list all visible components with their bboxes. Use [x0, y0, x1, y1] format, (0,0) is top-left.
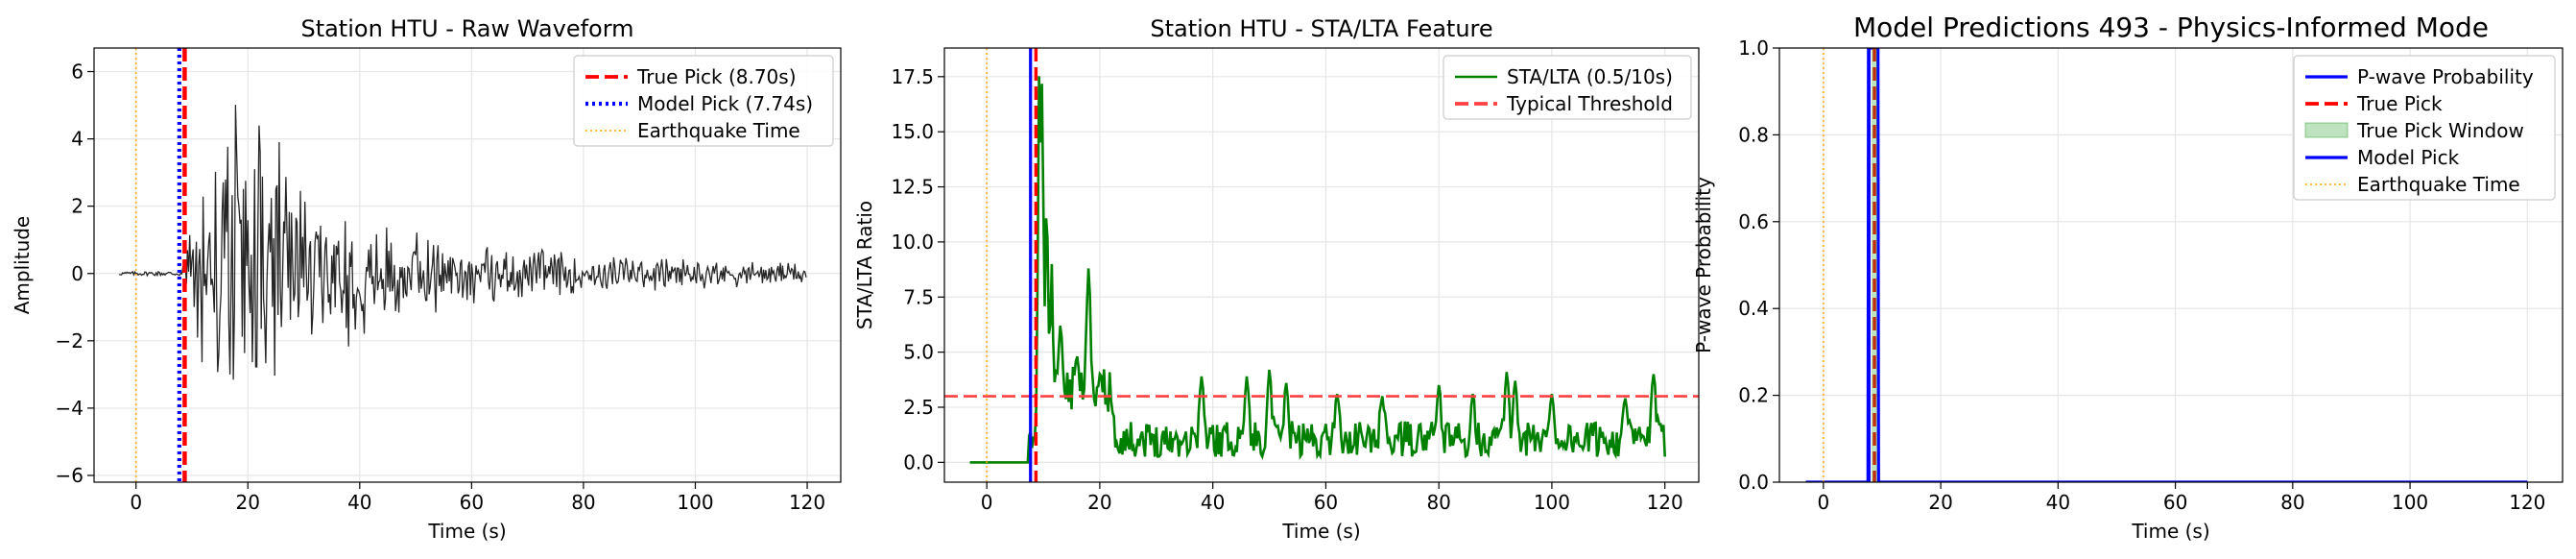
axes-frame	[93, 47, 842, 483]
x-tick-label: 0	[1817, 491, 1829, 514]
x-tick-label: 20	[1928, 491, 1952, 514]
legend-box	[1443, 55, 1692, 120]
y-tick-label: 17.5	[891, 65, 934, 88]
x-tick-label: 0	[981, 491, 993, 514]
plot-area	[944, 48, 1699, 482]
legend-entry: Typical Threshold	[1506, 92, 1673, 115]
y-tick-label: 1.0	[1738, 36, 1769, 60]
legend-entry: P-wave Probability	[2357, 65, 2534, 88]
legend: P-wave Probability True Pick True Pick Win…	[2293, 55, 2556, 201]
y-tick-label: 0.6	[1738, 210, 1769, 233]
legend-entry: True Pick Window	[2356, 119, 2524, 142]
legend-entry: Model Pick (7.74s)	[637, 92, 813, 115]
legend-box	[573, 55, 834, 147]
x-tick-label: 20	[236, 491, 260, 514]
ticks: 0 20 40 60 80 100 120 0.0 2.5 5.0 7.5 10.0 12.5 15.0 1…	[891, 65, 1682, 514]
x-tick-label: 80	[2280, 491, 2304, 514]
x-tick-label: 60	[2163, 491, 2187, 514]
x-tick-label: 80	[571, 491, 595, 514]
axes-frame	[943, 47, 1700, 483]
stalta-line	[969, 76, 1666, 464]
legend-entry: Earthquake Time	[637, 119, 800, 142]
y-axis-label: Amplitude	[11, 216, 34, 315]
chart-panel-2: 0 20 40 60 80 100 120 0.0 2.5 5.0 7.5 10.0 12.5 15.0 1…	[853, 15, 1700, 543]
chart-title: Station HTU - Raw Waveform	[300, 15, 633, 42]
legend-box	[2293, 55, 2556, 201]
true-pick-window	[1871, 48, 1878, 482]
y-tick-label: 0.8	[1738, 123, 1769, 146]
ticks: 0 20 40 60 80 100 120 0.0 0.2 0.4 0.6 0.8 1.0	[1738, 36, 2545, 514]
y-tick-label: 2	[71, 195, 83, 218]
y-axis-label: STA/LTA Ratio	[853, 201, 876, 329]
ticks: 0 20 40 60 80 100 120 −6 −4 −2 0 2 4 6	[56, 61, 826, 514]
x-axis-label: Time (s)	[2131, 520, 2209, 543]
chart-panel-1: 0 20 40 60 80 100 120 −6 −4 −2 0 2 4 6 Time (s) Amplitu…	[11, 15, 842, 543]
x-tick-label: 100	[2392, 491, 2428, 514]
y-tick-label: 10.0	[891, 231, 934, 254]
y-tick-label: 0.4	[1738, 297, 1769, 320]
legend: STA/LTA (0.5/10s) Typical Threshold	[1443, 55, 1692, 120]
y-tick-label: 0.0	[903, 450, 934, 474]
y-tick-label: 2.5	[903, 396, 934, 419]
y-tick-label: −2	[56, 329, 83, 352]
y-tick-label: 0.2	[1738, 384, 1769, 407]
x-tick-label: 0	[130, 491, 142, 514]
y-tick-label: 5.0	[903, 341, 934, 364]
legend-entry: True Pick	[2356, 92, 2443, 115]
chart-title: Station HTU - STA/LTA Feature	[1150, 15, 1492, 42]
y-tick-label: −4	[56, 397, 83, 420]
x-axis-label: Time (s)	[427, 520, 506, 543]
x-tick-label: 100	[1534, 491, 1570, 514]
x-tick-label: 120	[789, 491, 825, 514]
plot-area	[118, 48, 807, 482]
legend-entry: STA/LTA (0.5/10s)	[1507, 65, 1673, 88]
x-tick-label: 100	[677, 491, 713, 514]
legend: True Pick (8.70s) Model Pick (7.74s) Earth…	[573, 55, 834, 147]
x-tick-label: 40	[2046, 491, 2070, 514]
x-tick-label: 60	[1314, 491, 1338, 514]
y-axis-label: P-wave Probability	[1692, 177, 1715, 353]
x-tick-label: 60	[460, 491, 484, 514]
x-tick-label: 20	[1087, 491, 1111, 514]
y-tick-label: 0.0	[1738, 471, 1769, 494]
y-tick-label: −6	[56, 464, 83, 487]
waveform-line	[118, 105, 807, 380]
x-axis-label: Time (s)	[1281, 520, 1360, 543]
axes-frame	[1778, 47, 2564, 483]
x-tick-label: 40	[1201, 491, 1225, 514]
legend-handle	[2304, 122, 2349, 138]
y-tick-label: 15.0	[891, 120, 934, 143]
legend-entry: Model Pick	[2357, 146, 2460, 169]
y-tick-label: 4	[71, 128, 83, 151]
legend-entry: True Pick (8.70s)	[636, 65, 797, 88]
x-tick-label: 120	[1647, 491, 1683, 514]
chart-panel-3: 0 20 40 60 80 100 120 0.0 0.2 0.4 0.6 0.8 1.0 Time (s…	[1692, 12, 2564, 543]
x-tick-label: 80	[1426, 491, 1450, 514]
y-tick-label: 6	[71, 61, 83, 84]
x-tick-label: 120	[2509, 491, 2545, 514]
y-tick-label: 0	[71, 262, 83, 285]
plot-area	[1805, 48, 2528, 482]
legend-entry: Earthquake Time	[2357, 173, 2520, 196]
y-tick-label: 7.5	[903, 285, 934, 308]
chart-title: Model Predictions 493 - Physics-Informed…	[1853, 12, 2489, 43]
y-tick-label: 12.5	[891, 176, 934, 199]
x-tick-label: 40	[347, 491, 371, 514]
